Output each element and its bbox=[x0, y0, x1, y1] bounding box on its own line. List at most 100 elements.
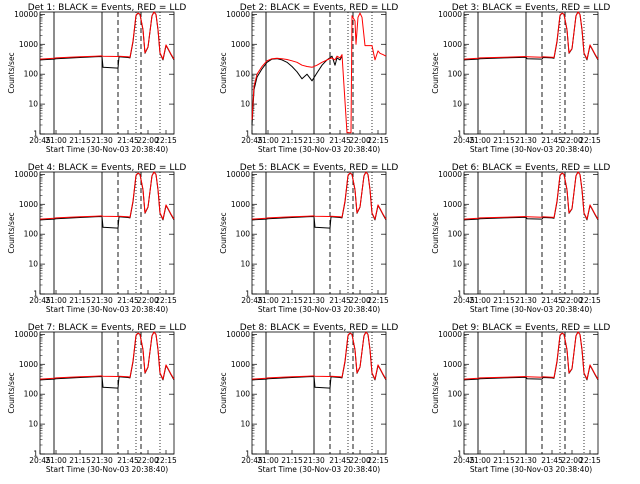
y-tick-label: 10 bbox=[240, 260, 250, 269]
x-tick-label: 21:45 bbox=[117, 136, 139, 145]
y-tick-label: 1000 bbox=[231, 40, 250, 49]
detector-panel-6: Det 6: BLACK = Events, RED = LLD 1 10 100 10… bbox=[431, 163, 610, 314]
y-tick-label: 1 bbox=[33, 130, 38, 139]
y-tick-label: 10000 bbox=[226, 330, 250, 339]
y-tick-label: 1000 bbox=[19, 40, 38, 49]
plot-frame bbox=[251, 331, 387, 455]
x-tick-label: 21:30 bbox=[303, 456, 325, 465]
y-tick-label: 1 bbox=[33, 290, 38, 299]
x-axis-label: Start Time (30-Nov-03 20:38:40) bbox=[258, 145, 380, 154]
panel-title: Det 1: BLACK = Events, RED = LLD bbox=[28, 3, 187, 13]
x-tick-label: 21:00 bbox=[45, 136, 67, 145]
detector-panel-3: Det 3: BLACK = Events, RED = LLD 1 10 100 10… bbox=[431, 3, 610, 154]
plot-frame bbox=[463, 11, 599, 135]
y-tick-label: 1 bbox=[245, 450, 250, 459]
panel-title: Det 8: BLACK = Events, RED = LLD bbox=[240, 323, 399, 333]
y-tick-label: 10 bbox=[28, 420, 38, 429]
x-tick-label: 21:15 bbox=[281, 456, 303, 465]
x-tick-label: 22:00 bbox=[561, 296, 583, 305]
y-tick-label: 100 bbox=[448, 70, 463, 79]
detector-panel-2: Det 2: BLACK = Events, RED = LLD 1 10 100 10… bbox=[219, 3, 398, 154]
detector-panel-1: Det 1: BLACK = Events, RED = LLD 1 10 100 10… bbox=[7, 3, 186, 154]
x-tick-label: 22:15 bbox=[579, 456, 601, 465]
panel-title: Det 6: BLACK = Events, RED = LLD bbox=[452, 163, 611, 173]
x-axis-label: Start Time (30-Nov-03 20:38:40) bbox=[258, 465, 380, 474]
y-tick-label: 10000 bbox=[438, 330, 462, 339]
plot-frame bbox=[39, 331, 175, 455]
panel-title: Det 2: BLACK = Events, RED = LLD bbox=[240, 3, 399, 13]
x-axis-label: Start Time (30-Nov-03 20:38:40) bbox=[46, 145, 168, 154]
series-line-events bbox=[251, 171, 387, 229]
y-tick-label: 100 bbox=[24, 390, 39, 399]
series-line-lld bbox=[463, 331, 599, 380]
panel-title: Det 3: BLACK = Events, RED = LLD bbox=[452, 3, 611, 13]
x-axis-label: Start Time (30-Nov-03 20:38:40) bbox=[470, 305, 592, 314]
panel-title: Det 7: BLACK = Events, RED = LLD bbox=[28, 323, 187, 333]
x-tick-label: 21:45 bbox=[541, 296, 563, 305]
series-line-events bbox=[463, 331, 599, 381]
x-tick-label: 22:00 bbox=[561, 136, 583, 145]
y-axis-label: Counts/sec bbox=[219, 372, 228, 413]
x-tick-label: 21:00 bbox=[257, 136, 279, 145]
x-tick-label: 22:15 bbox=[155, 456, 177, 465]
y-tick-label: 1 bbox=[457, 130, 462, 139]
y-tick-label: 10000 bbox=[14, 330, 38, 339]
x-tick-label: 21:30 bbox=[91, 296, 113, 305]
x-tick-label: 21:00 bbox=[45, 456, 67, 465]
x-tick-label: 21:00 bbox=[45, 296, 67, 305]
y-axis-label: Counts/sec bbox=[219, 52, 228, 93]
x-tick-label: 22:15 bbox=[155, 136, 177, 145]
detector-panel-5: Det 5: BLACK = Events, RED = LLD 1 10 100 10… bbox=[219, 163, 398, 314]
series-line-lld bbox=[39, 331, 175, 380]
x-tick-label: 21:15 bbox=[493, 296, 515, 305]
plot-frame bbox=[463, 331, 599, 455]
series-line-lld bbox=[251, 171, 387, 220]
x-tick-label: 22:15 bbox=[579, 136, 601, 145]
x-tick-label: 21:15 bbox=[493, 456, 515, 465]
y-tick-label: 10000 bbox=[438, 10, 462, 19]
x-tick-label: 20:45 bbox=[241, 136, 263, 145]
series-line-events bbox=[251, 331, 387, 389]
x-tick-label: 21:45 bbox=[541, 136, 563, 145]
detector-panel-7: Det 7: BLACK = Events, RED = LLD 1 10 100 10… bbox=[7, 323, 186, 474]
x-tick-label: 22:00 bbox=[137, 296, 159, 305]
x-axis-label: Start Time (30-Nov-03 20:38:40) bbox=[258, 305, 380, 314]
y-tick-label: 10000 bbox=[14, 170, 38, 179]
y-tick-label: 100 bbox=[24, 70, 39, 79]
plot-frame bbox=[39, 11, 175, 135]
series-line-events bbox=[39, 171, 175, 229]
x-tick-label: 20:45 bbox=[29, 296, 51, 305]
x-tick-label: 20:45 bbox=[453, 296, 475, 305]
y-tick-label: 1 bbox=[457, 290, 462, 299]
series-line-events bbox=[251, 55, 343, 126]
panel-title: Det 4: BLACK = Events, RED = LLD bbox=[28, 163, 187, 173]
y-tick-label: 10000 bbox=[438, 170, 462, 179]
y-tick-label: 1000 bbox=[19, 200, 38, 209]
plot-frame bbox=[251, 171, 387, 295]
y-tick-label: 100 bbox=[24, 230, 39, 239]
series-line-lld bbox=[251, 331, 387, 380]
y-axis-label: Counts/sec bbox=[7, 372, 16, 413]
detector-panel-8: Det 8: BLACK = Events, RED = LLD 1 10 100 10… bbox=[219, 323, 398, 474]
series-line-lld bbox=[39, 171, 175, 220]
series-line-events bbox=[39, 331, 175, 389]
y-axis-label: Counts/sec bbox=[219, 212, 228, 253]
y-tick-label: 10000 bbox=[226, 170, 250, 179]
x-axis-label: Start Time (30-Nov-03 20:38:40) bbox=[470, 145, 592, 154]
x-tick-label: 20:45 bbox=[453, 456, 475, 465]
x-tick-label: 22:00 bbox=[137, 136, 159, 145]
x-tick-label: 22:15 bbox=[367, 136, 389, 145]
x-tick-label: 22:15 bbox=[367, 296, 389, 305]
x-tick-label: 22:00 bbox=[349, 456, 371, 465]
y-tick-label: 10 bbox=[452, 260, 462, 269]
x-tick-label: 21:15 bbox=[493, 136, 515, 145]
series-line-lld bbox=[251, 12, 387, 134]
plot-frame bbox=[463, 171, 599, 295]
x-tick-label: 22:00 bbox=[349, 296, 371, 305]
y-tick-label: 10 bbox=[240, 420, 250, 429]
x-tick-label: 21:15 bbox=[281, 296, 303, 305]
y-tick-label: 10000 bbox=[226, 10, 250, 19]
x-tick-label: 20:45 bbox=[29, 136, 51, 145]
y-tick-label: 10 bbox=[240, 100, 250, 109]
